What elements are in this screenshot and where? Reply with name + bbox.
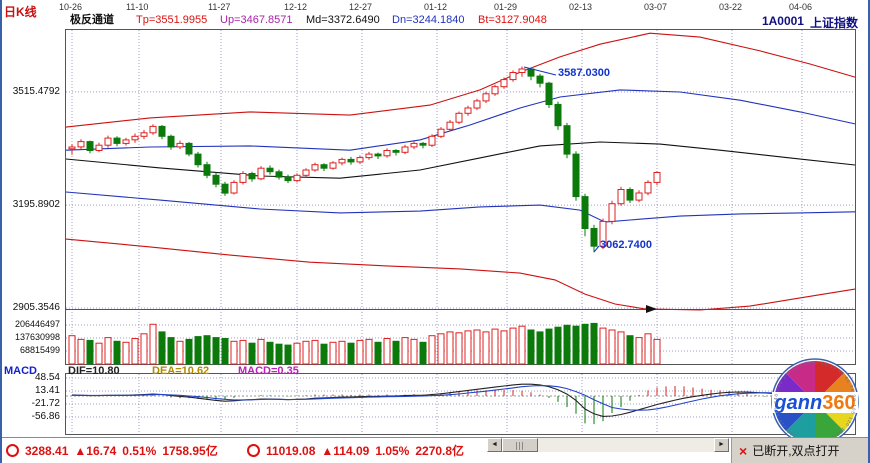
- scrollbar-thumb[interactable]: [502, 438, 538, 452]
- indicator-header: 极反通道 Tp=3551.9955 Up=3467.8571 Md=3372.6…: [0, 14, 870, 27]
- x-axis-date-label: 12-12: [284, 2, 308, 12]
- macd-dea-value: DEA=10.62: [152, 365, 210, 377]
- connection-text: 已断开,双点打开: [752, 444, 840, 458]
- x-axis-date-label: 01-12: [424, 2, 448, 12]
- candlesticks: [68, 66, 661, 253]
- x-axis-date-label: 03-07: [644, 2, 668, 12]
- symbol-code: 1A0001: [761, 14, 804, 28]
- logo-text-360: 360: [822, 392, 855, 414]
- horizontal-scrollbar[interactable]: ◄ ►: [487, 438, 729, 452]
- price-axis-label: 3515.4792: [12, 85, 60, 97]
- x-axis-date-label: 10-26: [59, 2, 83, 12]
- window-right-border: [868, 0, 870, 463]
- scroll-left-button[interactable]: ◄: [487, 438, 502, 452]
- trend-arrow: [646, 305, 657, 313]
- quote-price: 3288.41: [25, 443, 69, 458]
- status-bar: 3288.41 ▲16.74 0.51% 1758.95亿 11019.08 ▲…: [0, 437, 870, 463]
- macd-lines: [71, 383, 847, 417]
- quote-change: ▲114.09: [321, 443, 370, 458]
- x-axis-date-label: 01-29: [494, 2, 518, 12]
- index-quote-shanghai[interactable]: 3288.41 ▲16.74 0.51% 1758.95亿: [6, 438, 218, 463]
- symbol-header: 1A0001 上证指数: [762, 14, 858, 31]
- channel-lines: [65, 32, 856, 311]
- quote-percent: 1.05%: [375, 443, 410, 458]
- indicator-md-value: Md=3372.6490: [306, 14, 380, 26]
- market-indicator-icon: [6, 444, 19, 457]
- scrollbar-grip: [516, 442, 525, 450]
- x-axis-date-label: 03-22: [719, 2, 743, 12]
- x-axis-date-label: 11-27: [208, 2, 231, 12]
- x-axis-date-label: 11-10: [126, 2, 149, 12]
- quote-price: 11019.08: [266, 443, 316, 458]
- x-axis-date-label: 02-13: [569, 2, 593, 12]
- macd-axis-label: 48.54: [34, 372, 60, 384]
- indicator-bt-value: Bt=3127.9048: [478, 14, 547, 26]
- macd-axis-label: -21.72: [31, 398, 60, 410]
- disconnected-icon: ×: [739, 442, 748, 459]
- volume-bars: [68, 322, 661, 365]
- macd-indicator-name: MACD: [4, 365, 37, 377]
- connection-status[interactable]: × 已断开,双点打开: [731, 438, 870, 463]
- indicator-tp-value: Tp=3551.9955: [136, 14, 208, 26]
- macd-header: MACD DIF=10.80 DEA=10.62 MACD=0.35: [0, 365, 700, 377]
- symbol-name: 上证指数: [809, 16, 858, 30]
- logo-text: gann360: [773, 392, 855, 414]
- price-annotation: 3587.0300: [558, 67, 610, 79]
- annotation-lines: [523, 66, 600, 253]
- quote-amount: 2270.8亿: [415, 444, 465, 458]
- index-quote-shenzhen[interactable]: 11019.08 ▲114.09 1.05% 2270.8亿: [247, 438, 464, 463]
- indicator-up-value: Up=3467.8571: [220, 14, 293, 26]
- grid-lines: [66, 30, 855, 434]
- macd-macd-value: MACD=0.35: [238, 365, 299, 377]
- logo-text-gann: gann: [773, 392, 822, 414]
- window-left-border: [0, 0, 2, 463]
- scroll-right-button[interactable]: ►: [714, 438, 729, 452]
- volume-axis-label: 68815499: [19, 345, 60, 355]
- market-indicator-icon: [247, 444, 260, 457]
- volume-axis-label: 137630998: [14, 332, 60, 342]
- macd-dif-value: DIF=10.80: [68, 365, 120, 377]
- volume-axis-label: 206446497: [14, 319, 60, 329]
- indicator-dn-value: Dn=3244.1840: [392, 14, 465, 26]
- quote-change: ▲16.74: [74, 443, 117, 458]
- macd-axis-label: 13.41: [34, 385, 60, 397]
- x-axis-date-label: 04-06: [789, 2, 813, 12]
- macd-axis-label: -56.86: [31, 411, 60, 423]
- price-annotation: 3062.7400: [600, 239, 652, 251]
- price-axis-label: 3195.8902: [12, 199, 60, 211]
- price-axis-label: 2905.3546: [12, 302, 60, 314]
- quote-amount: 1758.95亿: [162, 444, 218, 458]
- logo-band: [772, 392, 858, 413]
- gann360-logo: gann360 0 15 30 45 60 75 90 105 120 135 …: [767, 356, 859, 446]
- chart-period-label: 日K线: [4, 5, 37, 19]
- quote-percent: 0.51%: [122, 443, 157, 458]
- indicator-name: 极反通道: [70, 14, 114, 26]
- x-axis-date-label: 12-27: [349, 2, 373, 12]
